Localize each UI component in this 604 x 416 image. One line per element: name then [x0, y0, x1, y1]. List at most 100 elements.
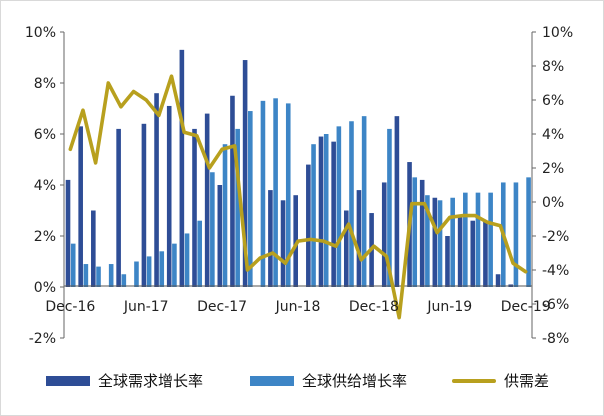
bar-supply-Apr-17 — [121, 274, 127, 287]
bar-supply-May-18 — [285, 103, 291, 288]
bar-supply-Dec-19 — [526, 177, 531, 287]
bar-supply-Sep-19 — [488, 192, 493, 287]
bar-supply-Dec-17 — [222, 144, 228, 287]
bar-supply-Mar-19 — [412, 177, 418, 287]
x-tick-label: Dec-16 — [45, 299, 95, 315]
bar-demand-Apr-17 — [116, 128, 121, 287]
bar-supply-Jun-17 — [146, 256, 152, 287]
bar-demand-Dec-17 — [217, 185, 223, 287]
y-left-tick-label: -2% — [29, 331, 56, 347]
legend-swatch-gap — [452, 378, 496, 383]
bar-demand-Sep-18 — [331, 141, 336, 287]
bar-supply-Aug-17 — [172, 243, 177, 287]
bar-demand-Apr-18 — [268, 190, 273, 287]
bar-supply-Sep-18 — [336, 126, 342, 287]
y-left-tick-label: 8% — [34, 76, 56, 92]
bar-demand-Jan-18 — [230, 95, 235, 287]
bar-supply-Apr-18 — [273, 98, 278, 287]
bar-supply-Feb-18 — [248, 111, 253, 287]
bar-demand-Jan-19 — [381, 182, 387, 287]
bar-supply-Nov-18 — [361, 116, 367, 288]
legend-swatch-supply — [250, 375, 294, 386]
bar-demand-Nov-17 — [204, 113, 210, 287]
bar-supply-Aug-19 — [475, 192, 481, 287]
y-left-tick-label: 4% — [34, 178, 56, 194]
x-tick-label: Jun-17 — [123, 299, 169, 315]
y-right-tick-label: -2% — [542, 229, 569, 245]
y-left-tick-labels: -2% 0% 2% 4% 6% 8% 10% — [25, 25, 64, 347]
bar-demand-Nov-18 — [356, 190, 362, 287]
legend-item-demand: 全球需求增长率 — [46, 370, 203, 391]
bar-supply-Jul-18 — [311, 144, 316, 287]
bar-supply-Jan-19 — [387, 128, 392, 287]
bar-supply-Oct-18 — [349, 121, 354, 287]
bar-demand-Jan-17 — [78, 126, 83, 287]
y-right-tick-label: 8% — [542, 59, 564, 75]
y-left-tick-label: 0% — [34, 280, 56, 296]
legend-swatch-demand — [46, 375, 90, 386]
legend-item-supply: 全球供给增长率 — [250, 370, 407, 391]
bar-supply-Jan-17 — [83, 264, 89, 287]
x-tick-label: Dec-17 — [197, 299, 247, 315]
bar-demand-Jun-19 — [445, 236, 450, 287]
bar-supply-Jul-19 — [463, 192, 468, 287]
legend-label-gap: 供需差 — [504, 372, 550, 390]
y-right-tick-label: 10% — [542, 25, 573, 41]
bar-supply-Jul-17 — [159, 251, 165, 287]
bar-demand-Feb-19 — [394, 116, 400, 288]
bar-supply-Mar-17 — [108, 264, 114, 287]
bar-supply-Nov-19 — [513, 182, 519, 287]
y-right-tick-labels: -8% -6% -4% -2% 0% 2% 4% 6% 8% 10% — [532, 25, 573, 347]
bar-supply-Dec-16 — [70, 243, 76, 287]
bar-demand-Dec-16 — [65, 179, 71, 287]
bar-demand-May-19 — [432, 197, 438, 287]
bar-demand-Apr-19 — [419, 179, 425, 287]
bar-supply-Mar-18 — [260, 100, 266, 287]
bar-demand-Jul-19 — [457, 215, 463, 287]
y-right-tick-label: 2% — [542, 161, 564, 177]
x-tick-labels: Dec-16 Jun-17 Dec-17 Jun-18 Dec-18 Jun-19 Dec-… — [45, 299, 550, 315]
bars-layer — [65, 49, 531, 288]
legend-label-supply: 全球供给增长率 — [302, 372, 408, 390]
bar-demand-Sep-19 — [483, 220, 488, 287]
x-tick-label: Jun-18 — [275, 299, 321, 315]
bar-demand-Feb-17 — [91, 210, 96, 287]
bar-supply-Aug-18 — [323, 134, 329, 287]
bar-supply-Apr-19 — [425, 195, 430, 287]
x-tick-label: Dec-18 — [349, 299, 399, 315]
bar-supply-May-19 — [437, 200, 443, 287]
y-right-tick-label: 4% — [542, 127, 564, 143]
x-tick-label: Dec-19 — [501, 299, 551, 315]
y-right-tick-label: 6% — [542, 93, 564, 109]
y-left-tick-label: 2% — [34, 229, 56, 245]
line-layer — [68, 74, 528, 320]
bar-demand-Jun-18 — [293, 195, 298, 287]
bar-demand-Jul-17 — [154, 93, 159, 287]
y-right-tick-label: 0% — [542, 195, 564, 211]
bar-supply-Feb-17 — [96, 266, 101, 287]
bar-demand-Jul-18 — [306, 164, 311, 287]
bar-demand-Jun-17 — [141, 123, 147, 287]
bar-demand-Aug-19 — [470, 220, 476, 287]
bar-demand-Sep-17 — [179, 49, 185, 287]
bar-supply-Sep-17 — [184, 233, 190, 287]
bar-demand-Oct-18 — [343, 210, 349, 287]
bar-supply-Jun-19 — [450, 197, 455, 287]
x-tick-label: Jun-19 — [426, 299, 472, 315]
bar-supply-May-17 — [134, 261, 139, 287]
line-series-gap — [68, 74, 528, 320]
legend-label-demand: 全球需求增长率 — [98, 372, 204, 390]
bar-demand-Oct-17 — [192, 128, 197, 287]
bar-demand-Oct-19 — [495, 274, 501, 287]
bar-demand-Aug-18 — [318, 136, 324, 287]
bar-demand-May-18 — [280, 200, 286, 287]
y-left-tick-label: 10% — [25, 25, 56, 41]
bar-supply-Nov-17 — [210, 172, 215, 287]
y-right-tick-label: -8% — [542, 331, 569, 347]
legend-item-gap: 供需差 — [452, 370, 549, 391]
y-left-tick-label: 6% — [34, 127, 56, 143]
bar-demand-Feb-18 — [242, 60, 248, 287]
